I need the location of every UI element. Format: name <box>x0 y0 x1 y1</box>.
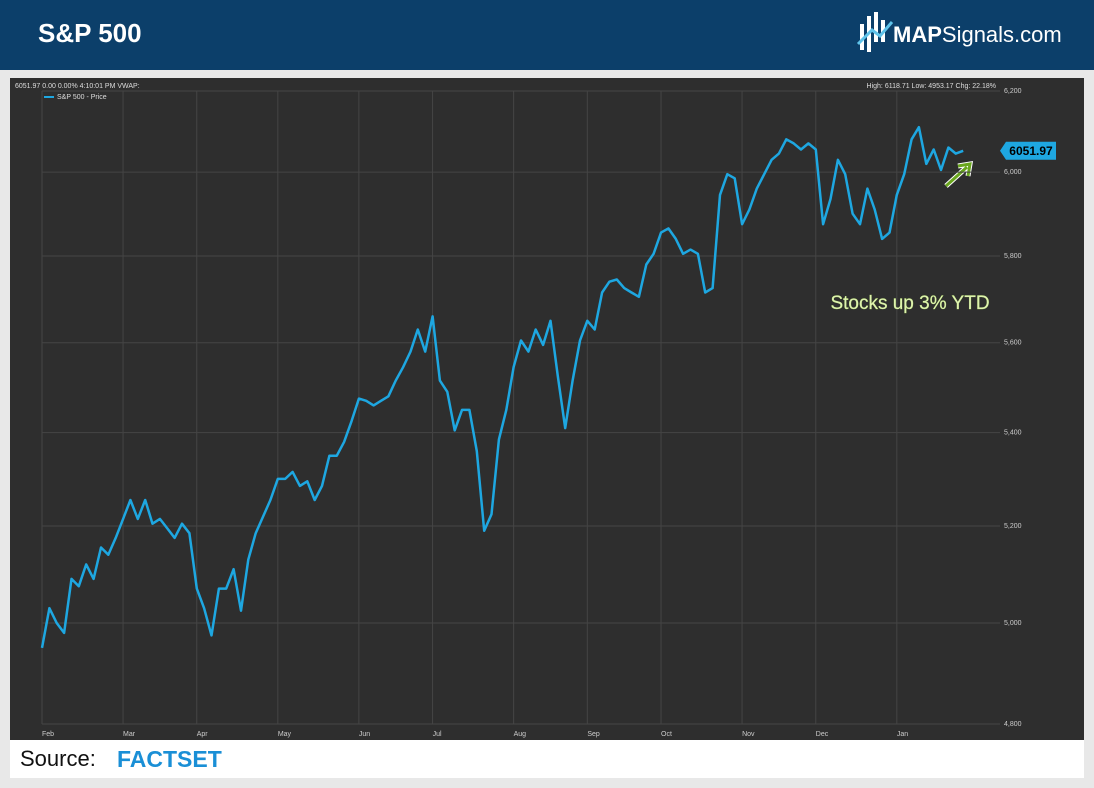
info-left: 6051.97 0.00 0.00% 4:10:01 PM VWAP: <box>15 83 140 90</box>
last-price-label: 6051.97 <box>1009 144 1053 158</box>
x-tick-label: Mar <box>123 731 136 738</box>
legend-label: S&P 500 - Price <box>57 94 107 101</box>
x-tick-label: Apr <box>197 731 209 738</box>
x-tick-label: Sep <box>587 731 600 738</box>
annotation: Stocks up 3% YTD <box>830 293 989 314</box>
y-tick-label: 4,800 <box>1004 721 1022 728</box>
y-tick-label: 5,400 <box>1004 430 1022 437</box>
footer-bar <box>10 740 1084 778</box>
logo-rest: Signals.com <box>942 22 1062 47</box>
y-tick-label: 6,000 <box>1004 169 1022 176</box>
info-right: High: 6118.71 Low: 4953.17 Chg: 22.18% <box>867 83 996 90</box>
y-tick-label: 5,200 <box>1004 523 1022 530</box>
price-line <box>40 125 964 649</box>
chart-panel <box>10 78 1084 740</box>
y-tick-label: 5,800 <box>1004 253 1022 260</box>
y-tick-label: 5,000 <box>1004 620 1022 627</box>
page-title: S&P 500 <box>38 18 142 48</box>
source-label: Source: <box>20 746 96 771</box>
x-tick-label: Dec <box>816 731 829 738</box>
y-tick-label: 5,600 <box>1004 340 1022 347</box>
last-price-box <box>1000 141 1056 160</box>
x-tick-label: Aug <box>514 731 527 738</box>
x-tick-label: Feb <box>42 731 54 738</box>
x-tick-label: Jun <box>359 731 370 738</box>
x-tick-label: Jul <box>433 731 442 738</box>
y-tick-label: 6,200 <box>1004 88 1022 95</box>
logo: MAPSignals.com <box>893 22 1062 47</box>
x-tick-label: Jan <box>897 731 908 738</box>
logo-bold: MAP <box>893 22 942 47</box>
header-bar <box>0 0 1094 70</box>
x-tick-label: May <box>278 731 292 738</box>
x-tick-label: Nov <box>742 731 755 738</box>
logo-icon <box>856 12 894 52</box>
x-tick-label: Oct <box>661 731 672 738</box>
source-name: FACTSET <box>117 746 222 772</box>
